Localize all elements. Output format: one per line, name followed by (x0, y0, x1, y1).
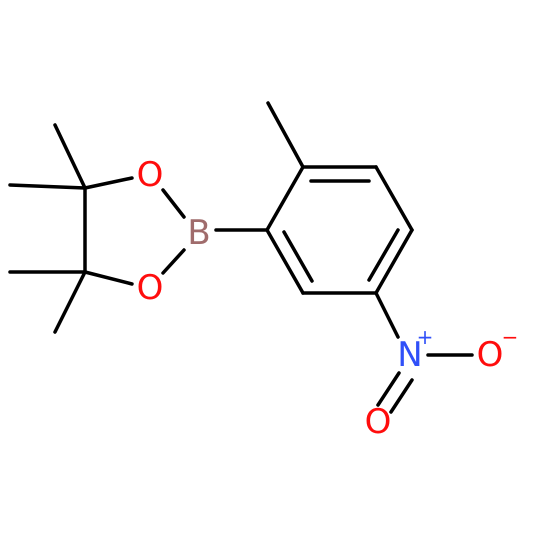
charge-label: − (502, 325, 519, 349)
bond (265, 228, 305, 295)
bond (266, 101, 305, 169)
charge-label: + (417, 325, 434, 349)
bond (374, 228, 414, 295)
atom-label: N (397, 335, 422, 375)
bond (374, 165, 414, 232)
atom-label: O (137, 155, 164, 195)
bond (282, 230, 314, 283)
bond (265, 165, 305, 232)
bond (374, 291, 400, 339)
atom-label: O (477, 335, 504, 375)
atom-label: O (137, 268, 164, 308)
atom-label: O (365, 402, 392, 442)
bond (367, 228, 400, 282)
bond (83, 176, 134, 190)
bond (53, 270, 87, 334)
bond (8, 183, 87, 190)
atom-label: B (187, 213, 210, 253)
bond (83, 270, 134, 286)
bond (161, 188, 186, 219)
bond (161, 248, 186, 275)
bond (389, 378, 414, 414)
bonds (8, 101, 474, 414)
bond (53, 123, 87, 190)
bond (376, 371, 401, 407)
